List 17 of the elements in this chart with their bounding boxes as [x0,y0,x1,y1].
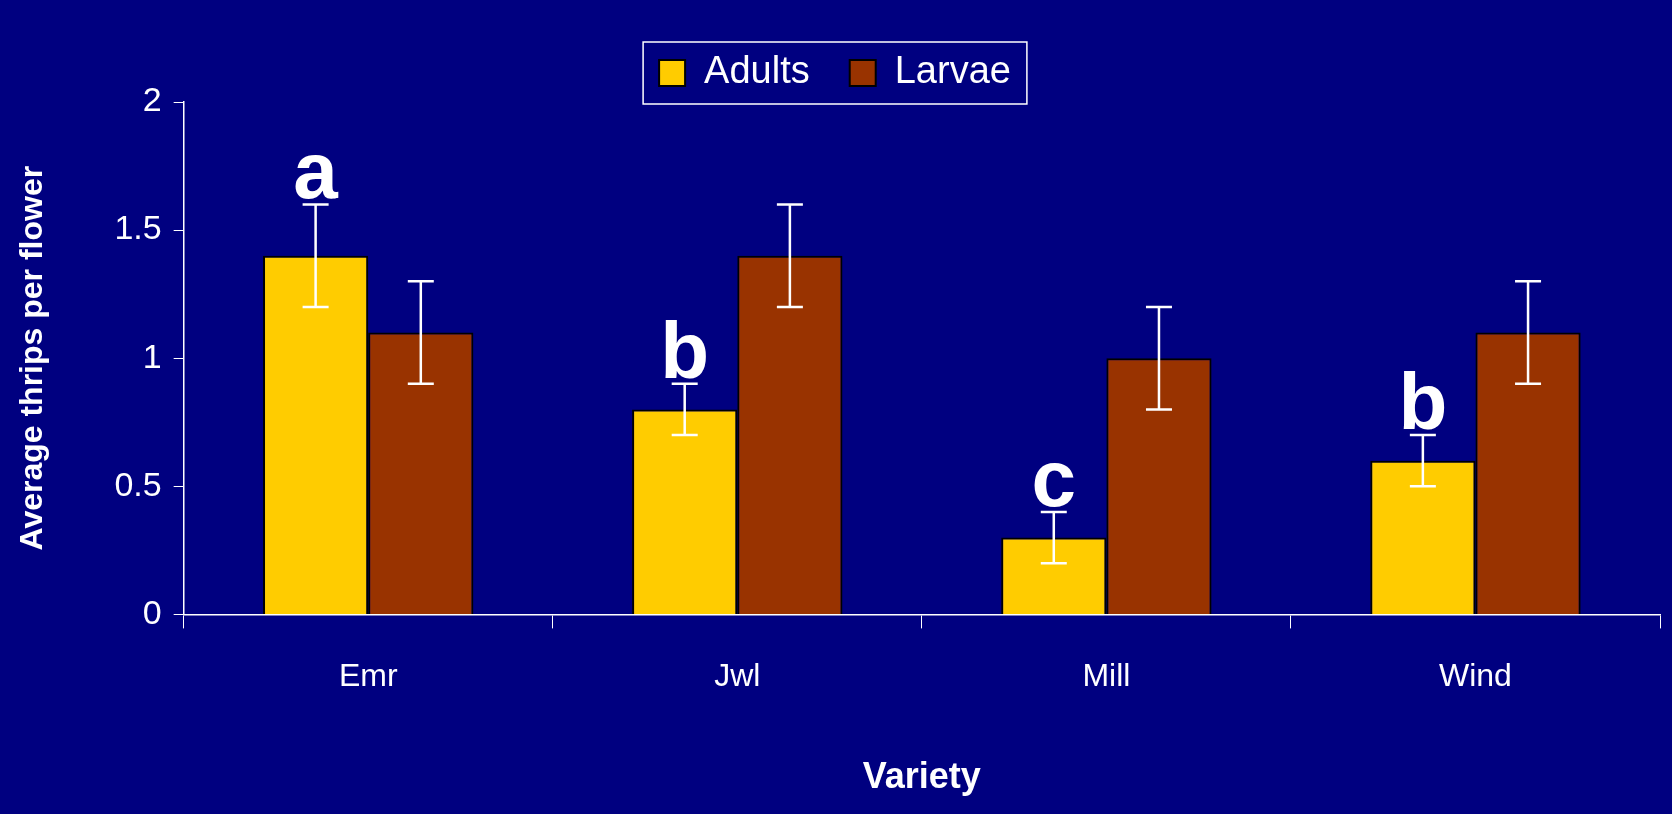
y-tick-label: 1 [142,336,162,375]
legend-label: Adults [704,49,810,92]
annotation: b [1398,357,1448,447]
y-tick-label: 0 [142,592,162,631]
x-tick-label: Mill [1082,657,1131,694]
x-tick-label: Emr [338,657,398,694]
x-tick-label: Jwl [714,657,761,694]
annotation: c [1031,433,1077,523]
x-tick-label: Wind [1439,657,1512,694]
y-axis-title: Average thrips per flower [13,165,50,551]
annotation: a [293,126,339,216]
y-tick-label: 0.5 [114,464,162,503]
y-tick-label: 1.5 [114,208,162,247]
annotation: b [660,305,710,395]
legend-label: Larvae [894,49,1011,92]
x-axis-title: Variety [862,755,981,797]
y-tick-label: 2 [142,80,162,119]
